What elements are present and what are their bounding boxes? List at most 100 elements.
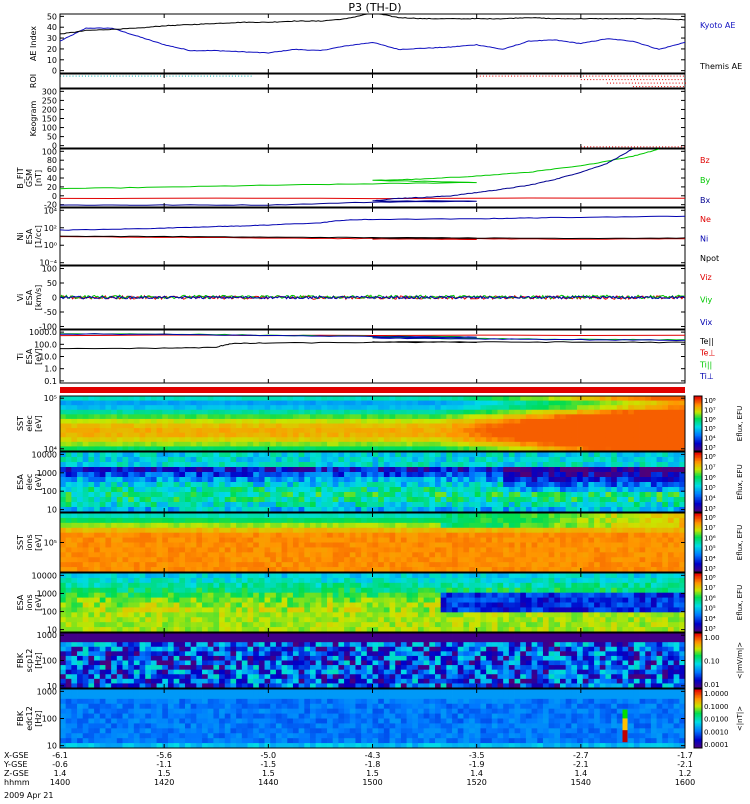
heatmap-cell <box>333 467 339 472</box>
scatter-point <box>219 76 220 77</box>
heatmap-cell <box>390 482 396 487</box>
heatmap-cell <box>88 573 94 578</box>
heatmap-cell <box>293 433 299 438</box>
heatmap-cell <box>515 467 521 472</box>
heatmap-cell <box>208 401 214 406</box>
heatmap-cell <box>162 543 168 548</box>
heatmap-cell <box>526 513 532 518</box>
heatmap-cell <box>321 557 327 562</box>
heatmap-cell <box>429 477 435 482</box>
heatmap-cell <box>583 482 589 487</box>
heatmap-cell <box>208 538 214 543</box>
heatmap-cell <box>134 538 140 543</box>
heatmap-cell <box>213 492 219 497</box>
heatmap-cell <box>77 528 83 533</box>
heatmap-cell <box>600 472 606 477</box>
heatmap-cell <box>418 557 424 562</box>
heatmap-cell <box>611 538 617 543</box>
heatmap-cell <box>117 533 123 538</box>
heatmap-cell <box>623 452 629 457</box>
heatmap-cell <box>583 424 589 429</box>
heatmap-cell <box>549 547 555 552</box>
heatmap-cell <box>338 492 344 497</box>
heatmap-cell <box>191 607 197 612</box>
heatmap-cell <box>225 538 231 543</box>
heatmap-cell <box>225 401 231 406</box>
heatmap-cell <box>463 477 469 482</box>
heatmap-cell <box>66 492 72 497</box>
heatmap-cell <box>634 457 640 462</box>
heatmap-cell <box>361 562 367 567</box>
heatmap-cell <box>282 497 288 502</box>
heatmap-cell <box>560 497 566 502</box>
scatter-point <box>182 76 183 77</box>
heatmap-cell <box>174 513 180 518</box>
heatmap-cell <box>361 552 367 557</box>
heatmap-cell <box>560 414 566 419</box>
y-tick-label: 1000 <box>37 469 57 478</box>
heatmap-cell <box>429 428 435 433</box>
scatter-point <box>665 146 666 147</box>
heatmap-cell <box>424 472 430 477</box>
heatmap-cell <box>88 457 94 462</box>
heatmap-cell <box>441 547 447 552</box>
heatmap-cell <box>60 523 66 528</box>
heatmap-cell <box>157 477 163 482</box>
heatmap-cell <box>384 405 390 410</box>
heatmap-cell <box>105 497 111 502</box>
heatmap-cell <box>333 419 339 424</box>
heatmap-cell <box>174 424 180 429</box>
heatmap-cell <box>560 437 566 442</box>
heatmap-cell <box>480 497 486 502</box>
heatmap-cell <box>100 583 106 588</box>
heatmap-cell <box>560 543 566 548</box>
heatmap-cell <box>145 578 151 583</box>
heatmap-cell <box>179 528 185 533</box>
heatmap-cell <box>259 428 265 433</box>
heatmap-cell <box>640 518 646 523</box>
heatmap-cell <box>168 578 174 583</box>
heatmap-cell <box>117 523 123 528</box>
heatmap-cell <box>446 528 452 533</box>
heatmap-cell <box>304 457 310 462</box>
heatmap-cell <box>134 557 140 562</box>
heatmap-cell <box>350 437 356 442</box>
scatter-point <box>668 146 669 147</box>
heatmap-cell <box>560 457 566 462</box>
heatmap-cell <box>282 547 288 552</box>
heatmap-cell <box>583 428 589 433</box>
heatmap-cell <box>185 583 191 588</box>
heatmap-cell <box>185 622 191 627</box>
heatmap-cell <box>66 405 72 410</box>
scatter-point <box>681 79 682 80</box>
heatmap-cell <box>236 487 242 492</box>
heatmap-cell <box>355 414 361 419</box>
heatmap-cell <box>463 523 469 528</box>
heatmap-cell <box>617 419 623 424</box>
heatmap-cell <box>185 543 191 548</box>
heatmap-cell <box>605 502 611 507</box>
heatmap-cell <box>105 462 111 467</box>
scatter-point <box>664 76 665 77</box>
heatmap-cell <box>270 442 276 447</box>
heatmap-cell <box>384 497 390 502</box>
heatmap-cell <box>208 410 214 415</box>
heatmap-cell <box>350 528 356 533</box>
heatmap-cell <box>111 410 117 415</box>
heatmap-cell <box>577 562 583 567</box>
heatmap-cell <box>418 533 424 538</box>
heatmap-cell <box>168 593 174 598</box>
heatmap-cell <box>498 442 504 447</box>
heatmap-cell <box>94 492 100 497</box>
heatmap-cell <box>515 552 521 557</box>
heatmap-cell <box>134 598 140 603</box>
heatmap-cell <box>549 405 555 410</box>
heatmap-cell <box>66 467 72 472</box>
heatmap-cell <box>282 482 288 487</box>
heatmap-cell <box>583 552 589 557</box>
heatmap-cell <box>88 518 94 523</box>
heatmap-cell <box>583 405 589 410</box>
heatmap-cell <box>355 419 361 424</box>
heatmap-cell <box>532 405 538 410</box>
heatmap-cell <box>259 405 265 410</box>
